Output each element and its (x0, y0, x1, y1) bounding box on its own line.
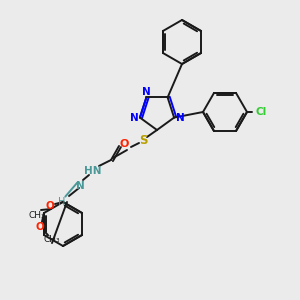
Text: S: S (139, 134, 147, 146)
Text: O: O (46, 201, 54, 211)
Text: N: N (142, 87, 151, 98)
Text: CH₃: CH₃ (29, 211, 45, 220)
Text: O: O (36, 222, 44, 232)
Text: N: N (76, 181, 84, 191)
Text: N: N (130, 112, 138, 123)
Text: Cl: Cl (255, 107, 266, 117)
Text: O: O (119, 139, 129, 149)
Text: CH₃: CH₃ (44, 236, 60, 244)
Text: H: H (58, 197, 66, 207)
Text: HN: HN (84, 166, 102, 176)
Text: N: N (176, 112, 184, 123)
